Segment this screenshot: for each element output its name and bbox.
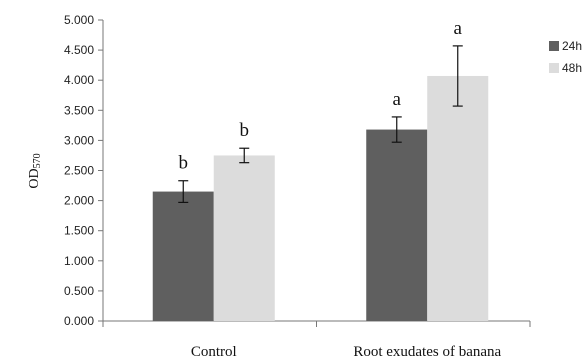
significance-letter: b: [240, 120, 250, 141]
x-category-label: Root exudates of banana: [353, 344, 501, 360]
y-tick-label: 0.000: [64, 314, 94, 328]
significance-letter: a: [393, 89, 402, 110]
y-tick-label: 4.500: [64, 43, 94, 57]
y-tick-label: 2.500: [64, 164, 94, 178]
y-tick-label: 2.000: [64, 194, 94, 208]
significance-letter: a: [454, 18, 463, 39]
y-tick-label: 3.500: [64, 103, 94, 117]
legend-swatch: [549, 41, 559, 51]
bar: [427, 75, 489, 322]
y-tick-label: 0.500: [64, 284, 94, 298]
bars: [152, 45, 489, 322]
bar: [366, 129, 428, 321]
legend-label: 48h: [562, 61, 582, 75]
legend-label: 24h: [562, 39, 582, 53]
y-tick-label: 3.000: [64, 133, 94, 147]
x-axis: Control Root exudates of banana: [102, 320, 531, 360]
x-category-label: Control: [191, 344, 237, 360]
y-tick-label: 1.500: [64, 224, 94, 238]
significance-labels: b b a a: [179, 18, 463, 174]
legend: 24h 48h: [549, 39, 582, 75]
bar: [213, 155, 275, 321]
y-axis: 0.000 0.500 1.000 1.500 2.000 2.500 3.000 3.500…: [64, 13, 104, 328]
y-tick-label: 1.000: [64, 254, 94, 268]
legend-swatch: [549, 63, 559, 73]
significance-letter: b: [179, 153, 189, 174]
y-tick-label: 4.000: [64, 73, 94, 87]
y-tick-label: 5.000: [64, 13, 94, 27]
y-axis-label: OD570: [27, 153, 43, 188]
bar: [152, 191, 214, 321]
